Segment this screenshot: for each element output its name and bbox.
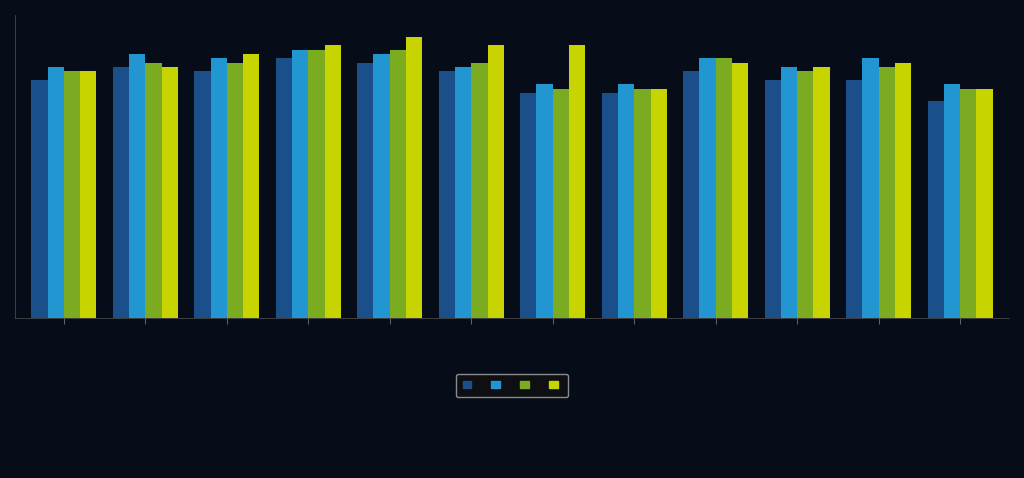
Bar <box>438 71 455 318</box>
Bar <box>390 50 407 318</box>
Bar <box>569 45 586 318</box>
Bar <box>325 45 341 318</box>
Bar <box>602 93 617 318</box>
Legend: , , , : , , , <box>456 374 568 397</box>
Bar <box>650 88 667 318</box>
Bar <box>243 54 259 318</box>
Bar <box>195 71 211 318</box>
Bar <box>407 37 422 318</box>
Bar <box>275 58 292 318</box>
Bar <box>292 50 308 318</box>
Bar <box>813 67 829 318</box>
Bar <box>765 80 781 318</box>
Bar <box>357 63 374 318</box>
Bar <box>634 88 650 318</box>
Bar <box>471 63 487 318</box>
Bar <box>129 54 145 318</box>
Bar <box>32 80 47 318</box>
Bar <box>928 101 944 318</box>
Bar <box>617 84 634 318</box>
Bar <box>211 58 227 318</box>
Bar <box>145 63 162 318</box>
Bar <box>732 63 749 318</box>
Bar <box>374 54 390 318</box>
Bar <box>895 63 911 318</box>
Bar <box>520 93 537 318</box>
Bar <box>683 71 699 318</box>
Bar <box>846 80 862 318</box>
Bar <box>227 63 243 318</box>
Bar <box>879 67 895 318</box>
Bar <box>487 45 504 318</box>
Bar <box>699 58 716 318</box>
Bar <box>47 67 63 318</box>
Bar <box>553 88 569 318</box>
Bar <box>862 58 879 318</box>
Bar <box>80 71 96 318</box>
Bar <box>797 71 813 318</box>
Bar <box>455 67 471 318</box>
Bar <box>162 67 178 318</box>
Bar <box>113 67 129 318</box>
Bar <box>537 84 553 318</box>
Bar <box>961 88 977 318</box>
Bar <box>977 88 992 318</box>
Bar <box>308 50 325 318</box>
Bar <box>781 67 797 318</box>
Bar <box>716 58 732 318</box>
Bar <box>63 71 80 318</box>
Bar <box>944 84 961 318</box>
